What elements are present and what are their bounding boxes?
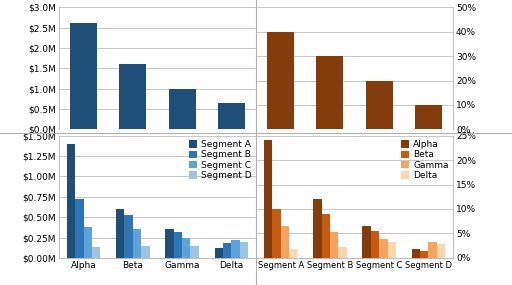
Bar: [223, 243, 231, 258]
Bar: [67, 144, 75, 258]
Bar: [267, 32, 294, 129]
Bar: [218, 103, 245, 129]
Bar: [92, 247, 100, 258]
Bar: [182, 237, 190, 258]
Bar: [240, 242, 248, 258]
Legend: Alpha, Beta, Gamma, Delta: Alpha, Beta, Gamma, Delta: [399, 138, 451, 182]
Bar: [70, 23, 97, 129]
Bar: [190, 246, 199, 258]
Bar: [379, 239, 388, 258]
Bar: [412, 249, 420, 258]
Bar: [141, 246, 150, 258]
Bar: [116, 209, 124, 258]
Bar: [165, 229, 174, 258]
Bar: [420, 251, 429, 258]
Bar: [338, 247, 347, 258]
Bar: [322, 214, 330, 258]
Bar: [168, 89, 196, 129]
Legend: Segment A, Segment B, Segment C, Segment D: Segment A, Segment B, Segment C, Segment…: [187, 138, 253, 182]
Bar: [362, 226, 371, 258]
Bar: [316, 56, 344, 129]
Bar: [124, 215, 133, 258]
Bar: [174, 232, 182, 258]
Bar: [371, 231, 379, 258]
Bar: [388, 242, 396, 258]
Bar: [215, 248, 223, 258]
Bar: [366, 81, 393, 129]
Bar: [272, 209, 281, 258]
Bar: [437, 244, 445, 258]
Bar: [330, 233, 338, 258]
Bar: [415, 105, 442, 129]
Bar: [119, 64, 146, 129]
Bar: [83, 227, 92, 258]
Bar: [313, 199, 322, 258]
Bar: [264, 141, 272, 258]
Bar: [281, 226, 289, 258]
Bar: [75, 199, 83, 258]
Bar: [289, 249, 297, 258]
Bar: [133, 229, 141, 258]
Bar: [429, 242, 437, 258]
Bar: [231, 240, 240, 258]
